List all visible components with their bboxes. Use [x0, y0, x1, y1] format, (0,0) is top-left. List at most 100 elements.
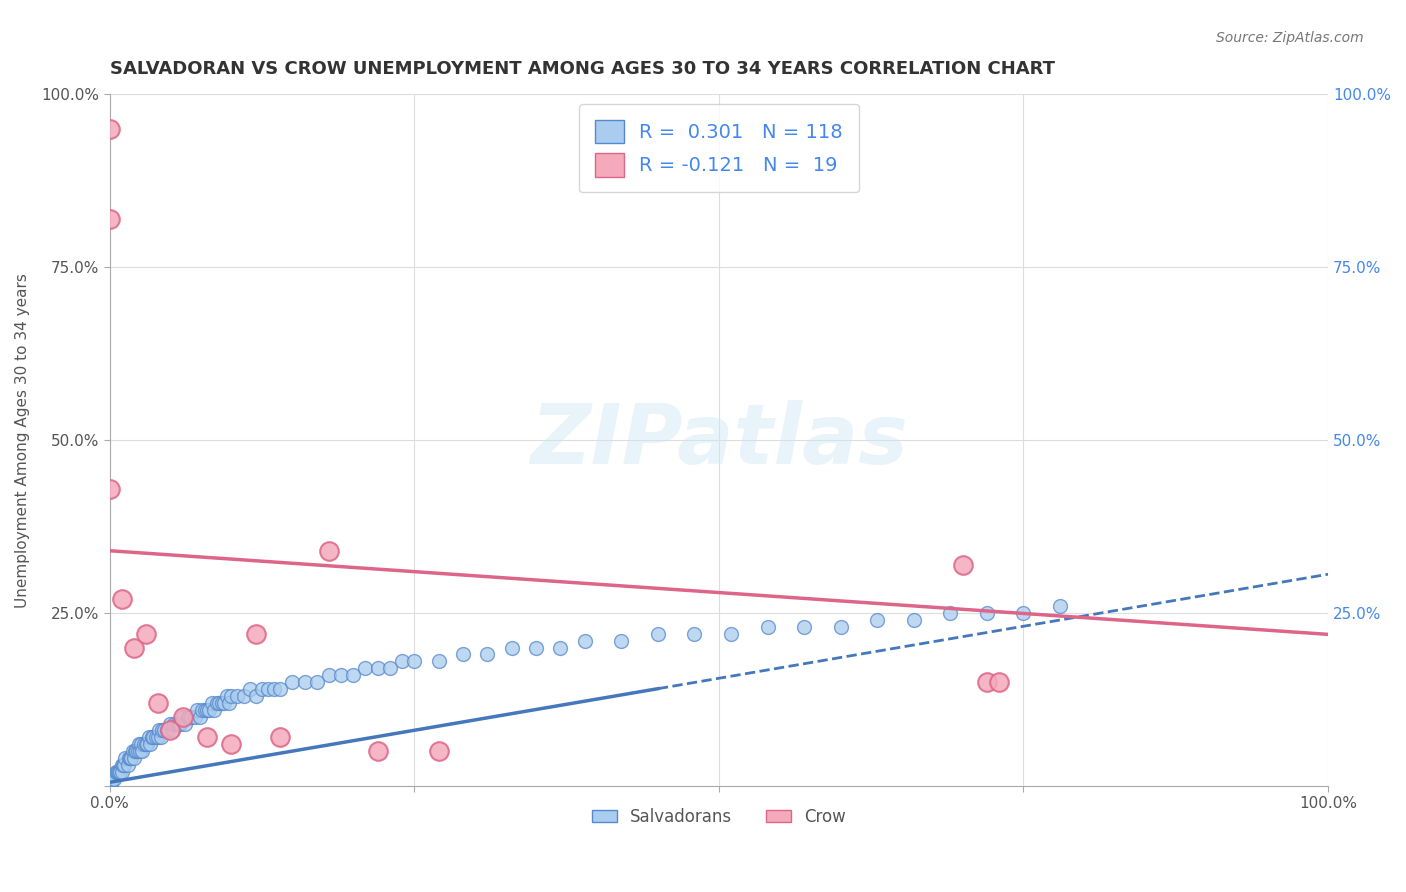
Point: [103, 772, 125, 786]
Point: [125, 744, 148, 758]
Point: [501, 640, 523, 655]
Point: [98, 122, 121, 136]
Point: [98, 482, 121, 496]
Point: [198, 703, 221, 717]
Point: [218, 696, 240, 710]
Point: [318, 668, 340, 682]
Point: [263, 681, 285, 696]
Point: [129, 744, 152, 758]
Point: [574, 633, 596, 648]
Point: [221, 737, 243, 751]
Point: [281, 675, 304, 690]
Point: [166, 716, 188, 731]
Point: [202, 703, 225, 717]
Point: [793, 620, 815, 634]
Point: [184, 709, 207, 723]
Point: [159, 716, 181, 731]
Point: [105, 764, 128, 779]
Point: [121, 751, 143, 765]
Point: [111, 758, 134, 772]
Point: [305, 675, 328, 690]
Point: [111, 764, 134, 779]
Point: [101, 772, 124, 786]
Point: [177, 709, 200, 723]
Point: [205, 696, 228, 710]
Point: [239, 681, 262, 696]
Point: [330, 668, 353, 682]
Point: [647, 626, 669, 640]
Point: [404, 654, 426, 668]
Point: [976, 675, 998, 690]
Point: [98, 779, 121, 793]
Point: [117, 758, 139, 772]
Point: [269, 731, 291, 745]
Point: [477, 648, 499, 662]
Point: [98, 779, 121, 793]
Point: [169, 716, 191, 731]
Point: [150, 723, 173, 738]
Point: [112, 758, 135, 772]
Point: [121, 744, 143, 758]
Point: [427, 654, 450, 668]
Point: [149, 731, 172, 745]
Point: [110, 764, 132, 779]
Point: [98, 779, 121, 793]
Point: [354, 661, 377, 675]
Point: [976, 606, 998, 620]
Point: [194, 703, 217, 717]
Point: [111, 592, 134, 607]
Point: [129, 737, 152, 751]
Point: [250, 681, 273, 696]
Point: [174, 716, 197, 731]
Point: [167, 716, 190, 731]
Point: [122, 640, 145, 655]
Point: [186, 703, 208, 717]
Text: Source: ZipAtlas.com: Source: ZipAtlas.com: [1216, 31, 1364, 45]
Point: [257, 681, 280, 696]
Text: ZIPatlas: ZIPatlas: [530, 400, 908, 481]
Point: [378, 661, 401, 675]
Point: [195, 731, 218, 745]
Point: [114, 751, 136, 765]
Point: [163, 716, 186, 731]
Point: [245, 626, 267, 640]
Point: [245, 689, 267, 703]
Point: [215, 689, 238, 703]
Point: [830, 620, 852, 634]
Point: [195, 703, 218, 717]
Point: [866, 613, 889, 627]
Point: [107, 764, 129, 779]
Point: [108, 764, 131, 779]
Y-axis label: Unemployment Among Ages 30 to 34 years: Unemployment Among Ages 30 to 34 years: [15, 273, 30, 607]
Point: [156, 723, 179, 738]
Point: [172, 709, 194, 723]
Point: [98, 779, 121, 793]
Point: [120, 751, 142, 765]
Point: [451, 648, 474, 662]
Legend: Salvadorans, Crow: Salvadorans, Crow: [585, 801, 852, 833]
Point: [104, 764, 127, 779]
Point: [191, 703, 214, 717]
Point: [550, 640, 572, 655]
Point: [952, 558, 974, 572]
Point: [720, 626, 742, 640]
Point: [294, 675, 316, 690]
Point: [318, 543, 340, 558]
Point: [610, 633, 633, 648]
Point: [159, 723, 181, 738]
Point: [141, 731, 163, 745]
Point: [180, 709, 202, 723]
Point: [148, 731, 170, 745]
Point: [162, 723, 184, 738]
Point: [103, 772, 125, 786]
Point: [367, 744, 389, 758]
Point: [136, 737, 159, 751]
Point: [176, 709, 198, 723]
Point: [153, 723, 176, 738]
Point: [211, 696, 233, 710]
Point: [148, 696, 170, 710]
Point: [127, 744, 149, 758]
Point: [131, 744, 153, 758]
Point: [988, 675, 1011, 690]
Point: [98, 779, 121, 793]
